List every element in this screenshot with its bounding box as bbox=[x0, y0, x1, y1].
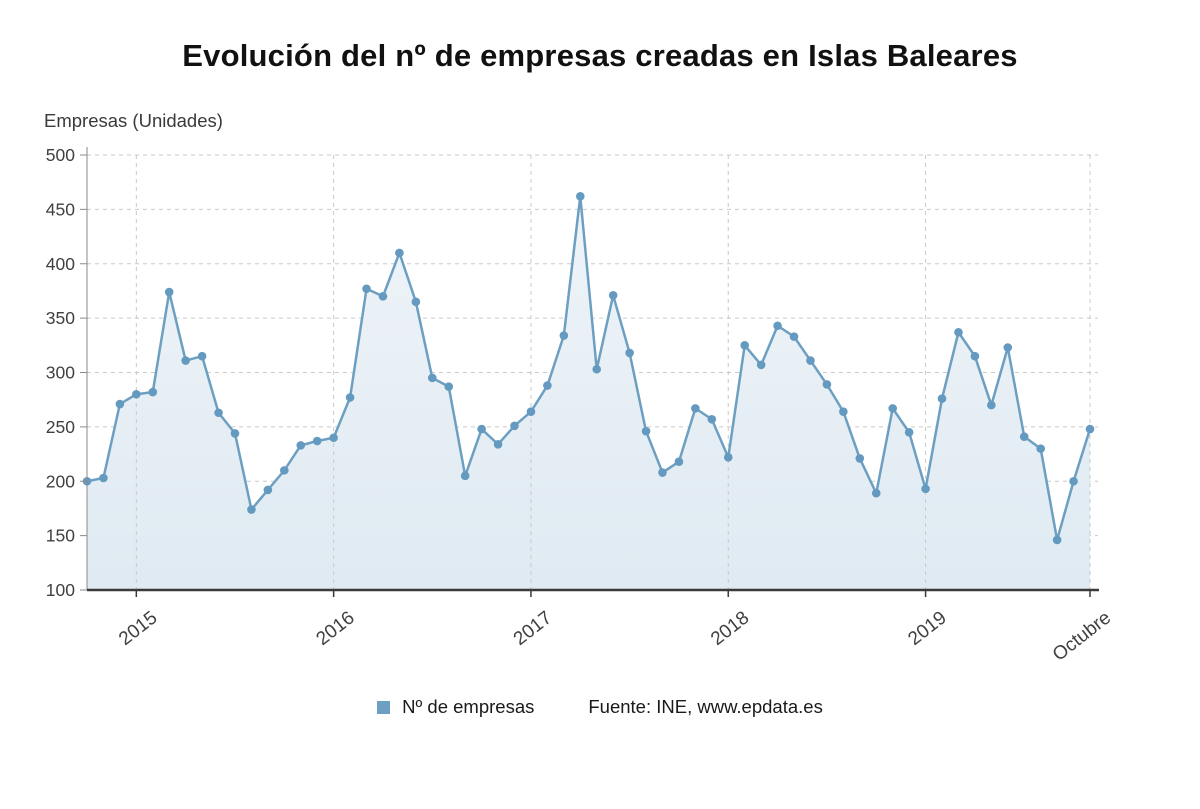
data-point bbox=[806, 356, 815, 365]
data-point bbox=[345, 393, 355, 402]
data-point bbox=[329, 433, 338, 443]
data-point bbox=[181, 356, 190, 365]
data-point bbox=[362, 284, 371, 294]
source-text: Fuente: INE, www.epdata.es bbox=[588, 696, 823, 717]
data-point bbox=[559, 331, 569, 340]
y-tick-label: 100 bbox=[46, 580, 75, 600]
x-tick-label: 2018 bbox=[707, 607, 753, 650]
data-point bbox=[822, 380, 832, 389]
data-point bbox=[921, 484, 930, 494]
data-point bbox=[756, 360, 766, 370]
data-point bbox=[658, 468, 667, 477]
data-point bbox=[888, 404, 897, 413]
y-tick-label: 200 bbox=[46, 471, 75, 491]
area-fill bbox=[87, 196, 1090, 590]
data-point bbox=[1019, 432, 1029, 441]
y-tick-label: 450 bbox=[46, 199, 75, 219]
data-point bbox=[904, 428, 914, 437]
data-point bbox=[740, 341, 750, 350]
data-point bbox=[132, 389, 141, 399]
chart-title: Evolución del nº de empresas creadas en … bbox=[182, 38, 1018, 73]
data-point bbox=[444, 382, 454, 391]
x-tick-label: 2015 bbox=[115, 607, 161, 650]
data-point bbox=[247, 505, 256, 514]
data-point bbox=[1069, 476, 1078, 486]
data-point bbox=[1003, 343, 1013, 352]
data-point bbox=[427, 373, 437, 383]
data-point bbox=[148, 387, 158, 397]
data-point bbox=[970, 351, 980, 361]
data-point bbox=[674, 457, 684, 466]
data-point bbox=[312, 436, 322, 446]
data-point bbox=[378, 292, 388, 301]
data-point bbox=[411, 297, 421, 307]
data-point bbox=[608, 290, 618, 300]
data-point bbox=[493, 439, 503, 449]
x-tick-label: 2016 bbox=[312, 607, 358, 650]
legend-marker-icon bbox=[377, 700, 391, 714]
data-point bbox=[1036, 444, 1045, 453]
y-tick-label: 150 bbox=[46, 526, 75, 546]
data-point bbox=[641, 426, 651, 436]
data-point bbox=[214, 408, 223, 418]
data-point bbox=[625, 348, 634, 358]
data-point bbox=[395, 248, 404, 258]
data-point bbox=[164, 287, 174, 297]
data-point bbox=[707, 414, 717, 424]
data-point bbox=[1052, 535, 1062, 545]
data-point bbox=[773, 321, 782, 331]
data-point bbox=[115, 399, 125, 409]
data-point bbox=[575, 192, 585, 201]
x-tick-label: 2017 bbox=[510, 607, 556, 650]
data-point bbox=[855, 454, 865, 463]
y-tick-label: 400 bbox=[46, 254, 75, 274]
data-point bbox=[296, 441, 306, 450]
y-axis-caption: Empresas (Unidades) bbox=[44, 110, 223, 131]
x-tick-label: Octubre bbox=[1049, 607, 1115, 665]
data-point bbox=[789, 332, 799, 341]
data-point bbox=[937, 394, 947, 403]
data-point bbox=[230, 429, 240, 438]
legend-series-label: Nº de empresas bbox=[402, 696, 535, 717]
y-tick-label: 250 bbox=[46, 417, 75, 437]
data-point bbox=[987, 400, 996, 410]
data-point bbox=[99, 473, 108, 483]
data-point bbox=[280, 466, 289, 475]
data-point bbox=[723, 453, 733, 462]
data-point bbox=[526, 407, 536, 416]
data-point bbox=[543, 381, 552, 390]
y-tick-label: 300 bbox=[46, 363, 75, 383]
data-point bbox=[592, 364, 602, 374]
data-point bbox=[871, 488, 881, 498]
data-point bbox=[839, 407, 848, 416]
y-tick-label: 500 bbox=[46, 145, 75, 165]
y-tick-label: 350 bbox=[46, 308, 75, 328]
data-point bbox=[263, 485, 273, 495]
data-point bbox=[477, 424, 486, 434]
data-point bbox=[954, 327, 963, 337]
data-point bbox=[197, 351, 207, 361]
data-point bbox=[691, 404, 700, 413]
data-point bbox=[510, 421, 519, 431]
data-point bbox=[1085, 424, 1095, 434]
data-point bbox=[460, 471, 470, 481]
legend: Nº de empresas Fuente: INE, www.epdata.e… bbox=[0, 696, 1200, 718]
x-tick-label: 2019 bbox=[904, 607, 950, 650]
